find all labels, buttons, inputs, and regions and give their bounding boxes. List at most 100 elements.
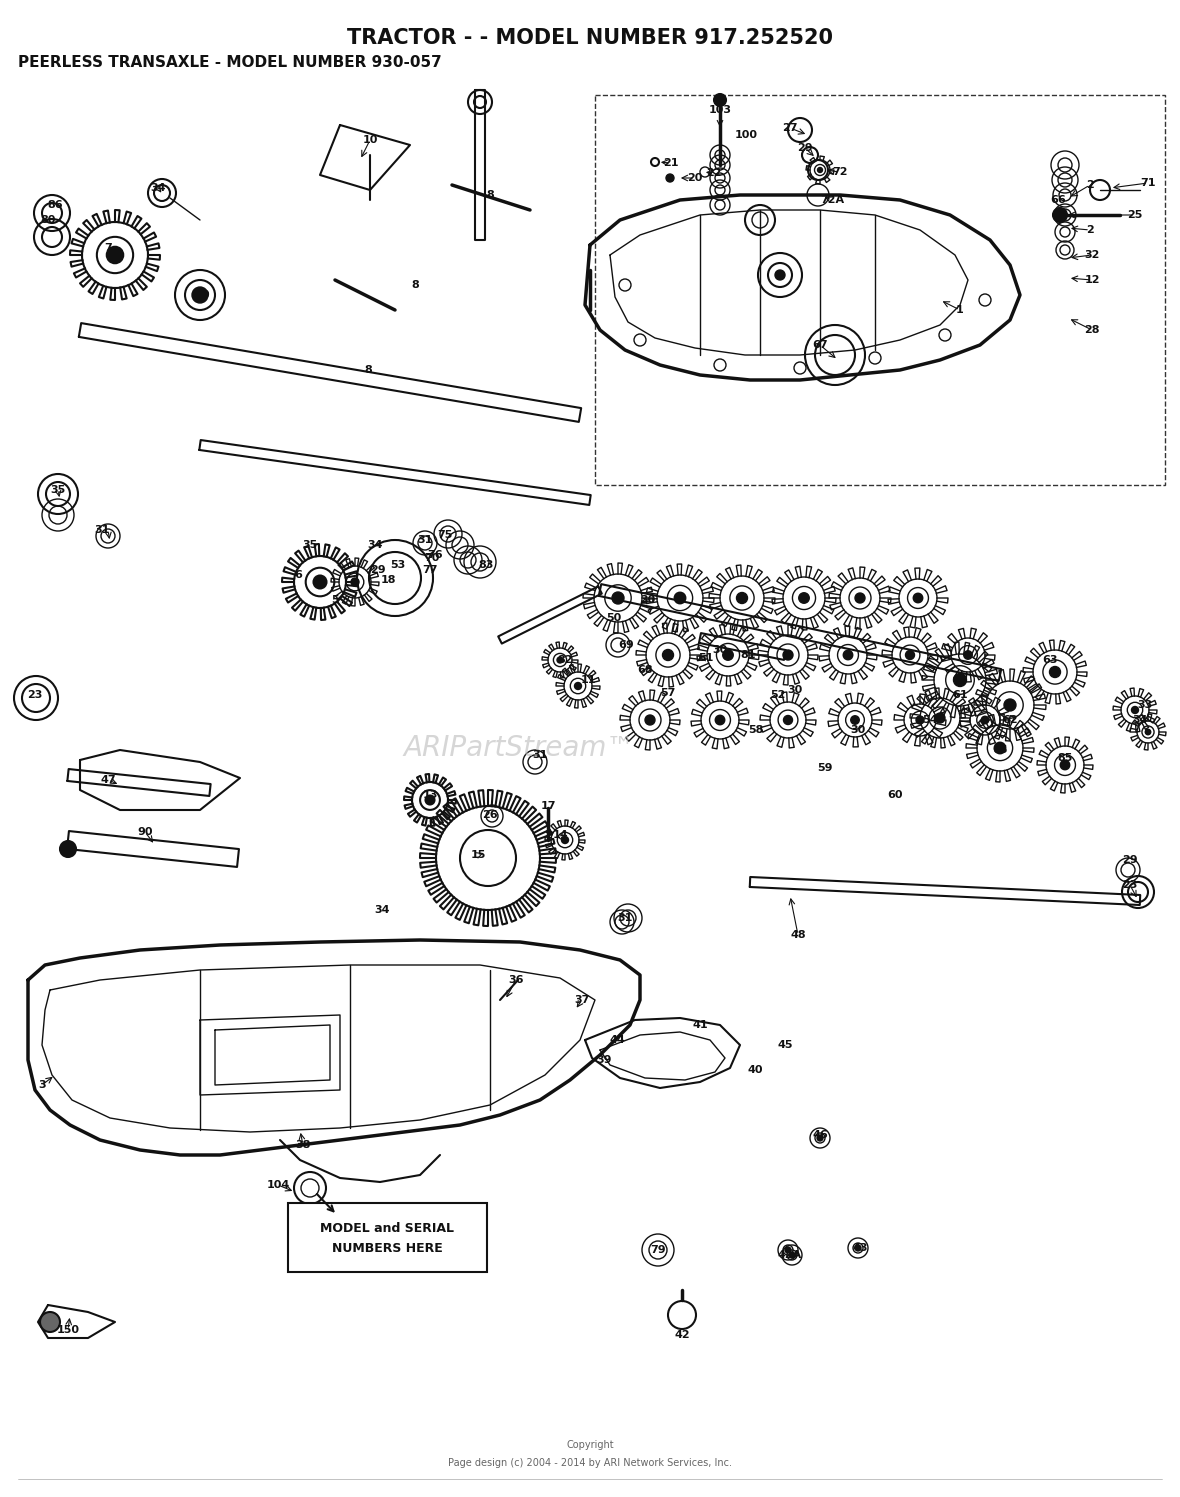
- Text: 37: 37: [575, 996, 590, 1004]
- Text: 25: 25: [1127, 210, 1142, 220]
- Text: 18: 18: [380, 575, 395, 585]
- Text: 104: 104: [267, 1180, 289, 1190]
- Text: 34: 34: [150, 183, 165, 193]
- Circle shape: [314, 575, 327, 588]
- Text: 43: 43: [852, 1243, 867, 1253]
- Text: 82: 82: [557, 656, 572, 665]
- Text: 31: 31: [532, 750, 548, 760]
- Circle shape: [935, 713, 945, 723]
- Text: 28: 28: [1084, 325, 1100, 335]
- Circle shape: [785, 1247, 791, 1253]
- Text: 30: 30: [641, 594, 656, 605]
- Text: 76: 76: [427, 549, 442, 560]
- Circle shape: [662, 650, 674, 660]
- Text: 31: 31: [94, 525, 110, 534]
- Text: 75: 75: [438, 530, 453, 540]
- Text: 57: 57: [661, 689, 676, 698]
- Text: Page design (c) 2004 - 2014 by ARI Network Services, Inc.: Page design (c) 2004 - 2014 by ARI Netwo…: [448, 1458, 732, 1469]
- Text: 8: 8: [365, 365, 372, 376]
- Circle shape: [1146, 729, 1150, 735]
- Circle shape: [645, 716, 655, 725]
- Circle shape: [995, 743, 1005, 754]
- Text: 51: 51: [699, 653, 714, 663]
- Text: 70: 70: [425, 552, 440, 563]
- Circle shape: [905, 651, 915, 660]
- Text: 45: 45: [778, 1040, 793, 1049]
- Circle shape: [817, 1135, 822, 1141]
- Circle shape: [715, 716, 725, 725]
- Circle shape: [789, 1251, 795, 1257]
- Text: 86: 86: [47, 201, 63, 210]
- Text: 35: 35: [51, 485, 66, 496]
- Text: 61: 61: [952, 690, 968, 701]
- Circle shape: [913, 593, 923, 603]
- Text: 34: 34: [1133, 716, 1148, 725]
- Text: 20: 20: [687, 174, 702, 183]
- Text: 53: 53: [391, 560, 406, 570]
- Text: 71: 71: [1140, 178, 1155, 189]
- Text: 29: 29: [798, 144, 813, 153]
- Text: 41: 41: [693, 1019, 708, 1030]
- Text: 30: 30: [713, 645, 728, 656]
- Circle shape: [784, 716, 793, 725]
- Text: 1: 1: [956, 305, 964, 314]
- Text: MODEL and SERIAL: MODEL and SERIAL: [320, 1222, 454, 1235]
- Text: PEERLESS TRANSAXLE - MODEL NUMBER 930-057: PEERLESS TRANSAXLE - MODEL NUMBER 930-05…: [18, 55, 441, 70]
- Text: 23: 23: [27, 690, 42, 701]
- Text: 11: 11: [581, 675, 596, 686]
- Text: 8: 8: [411, 280, 419, 290]
- Circle shape: [674, 593, 686, 603]
- Text: 5: 5: [332, 594, 339, 605]
- Text: 29: 29: [371, 564, 386, 575]
- Text: 3: 3: [38, 1079, 46, 1090]
- Text: 52: 52: [771, 690, 786, 701]
- Text: TRACTOR - - MODEL NUMBER 917.252520: TRACTOR - - MODEL NUMBER 917.252520: [347, 28, 833, 48]
- Text: 81: 81: [740, 650, 755, 660]
- Circle shape: [784, 650, 793, 660]
- Text: 32: 32: [1084, 250, 1100, 260]
- Text: 34: 34: [367, 540, 382, 549]
- Circle shape: [768, 263, 792, 287]
- Circle shape: [1004, 699, 1016, 711]
- Text: 72A: 72A: [820, 195, 844, 205]
- Circle shape: [916, 716, 924, 725]
- Circle shape: [856, 1246, 861, 1251]
- Circle shape: [1061, 760, 1070, 769]
- Text: 27: 27: [782, 123, 798, 133]
- Text: 31: 31: [418, 534, 433, 545]
- Circle shape: [818, 168, 822, 172]
- Circle shape: [575, 683, 582, 690]
- Circle shape: [1053, 208, 1067, 222]
- Text: 9: 9: [201, 290, 209, 299]
- Text: 77: 77: [422, 564, 438, 575]
- Text: 35: 35: [302, 540, 317, 549]
- Text: 90: 90: [137, 826, 152, 837]
- Text: 7: 7: [104, 243, 112, 253]
- Text: 48: 48: [791, 930, 806, 940]
- FancyBboxPatch shape: [288, 1204, 487, 1272]
- Text: 31: 31: [617, 913, 632, 924]
- Text: 14: 14: [552, 829, 568, 840]
- Text: 21: 21: [663, 159, 678, 168]
- Text: 39: 39: [596, 1055, 611, 1064]
- Text: NUMBERS HERE: NUMBERS HERE: [332, 1243, 442, 1254]
- Circle shape: [722, 650, 733, 660]
- Circle shape: [40, 1311, 60, 1332]
- Text: 80: 80: [40, 216, 55, 225]
- Text: 29: 29: [1122, 855, 1138, 865]
- Text: 65: 65: [992, 746, 1008, 754]
- Text: 60: 60: [887, 790, 903, 799]
- Text: 69: 69: [618, 641, 634, 650]
- Circle shape: [612, 591, 624, 603]
- Circle shape: [736, 593, 747, 603]
- Text: Copyright: Copyright: [566, 1440, 614, 1451]
- Text: 66: 66: [1050, 195, 1066, 205]
- Text: 42: 42: [674, 1329, 690, 1340]
- Circle shape: [557, 657, 563, 663]
- Text: 23: 23: [1122, 880, 1138, 891]
- Text: 50: 50: [607, 612, 622, 623]
- Circle shape: [799, 593, 809, 603]
- Text: 59: 59: [818, 763, 833, 772]
- Circle shape: [775, 269, 785, 280]
- Text: 44: 44: [609, 1034, 625, 1045]
